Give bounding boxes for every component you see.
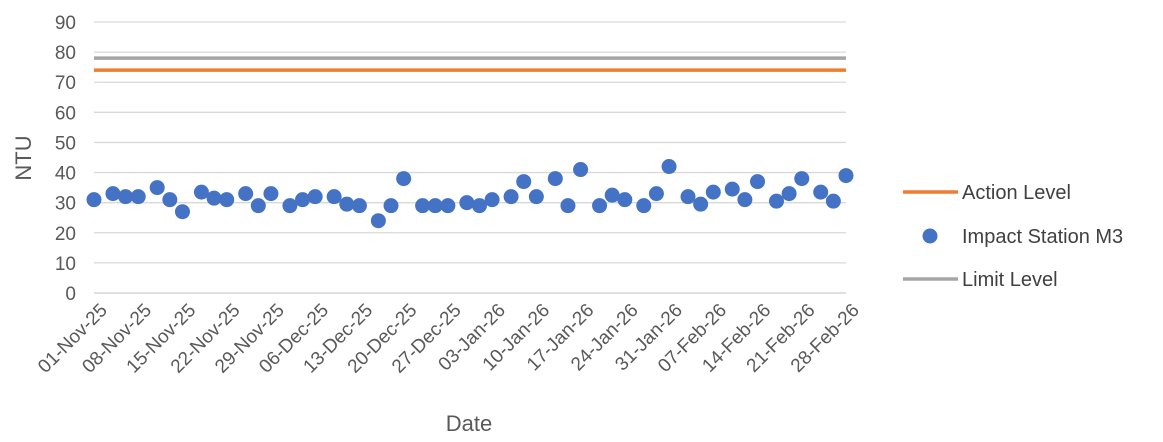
legend: Action Level Impact Station M3 Limit Lev…	[903, 182, 1123, 291]
data-point-impact-station-m3	[724, 181, 740, 197]
data-point-impact-station-m3	[768, 193, 784, 209]
y-tick-label: 20	[55, 224, 76, 245]
data-point-impact-station-m3	[282, 198, 298, 214]
x-axis-tick-labels: 01-Nov-2508-Nov-2515-Nov-2522-Nov-2529-N…	[34, 300, 864, 378]
data-point-impact-station-m3	[560, 198, 576, 214]
data-point-impact-station-m3	[750, 174, 766, 190]
data-point-impact-station-m3	[516, 174, 532, 190]
y-tick-label: 60	[55, 103, 76, 124]
y-tick-label: 80	[55, 43, 76, 64]
data-point-impact-station-m3	[503, 189, 519, 205]
data-point-impact-station-m3	[794, 171, 810, 187]
y-tick-label: 70	[55, 73, 76, 94]
data-point-impact-station-m3	[149, 180, 165, 196]
y-tick-label: 0	[65, 284, 76, 305]
data-point-impact-station-m3	[250, 198, 266, 214]
data-point-impact-station-m3	[206, 190, 222, 206]
data-point-impact-station-m3	[351, 198, 367, 214]
data-point-impact-station-m3	[383, 198, 399, 214]
data-point-impact-station-m3	[693, 196, 709, 212]
data-point-impact-station-m3	[415, 198, 431, 214]
legend-item-limit-level: Limit Level	[903, 269, 1058, 291]
data-point-impact-station-m3	[174, 204, 190, 220]
data-point-impact-station-m3	[592, 198, 608, 214]
data-point-impact-station-m3	[547, 171, 563, 187]
y-tick-label: 30	[55, 194, 76, 215]
legend-label-impact-station-m3: Impact Station M3	[962, 226, 1123, 248]
data-point-impact-station-m3	[528, 189, 544, 205]
data-point-impact-station-m3	[427, 198, 443, 214]
data-point-impact-station-m3	[484, 192, 500, 208]
data-point-impact-station-m3	[86, 192, 102, 208]
data-point-impact-station-m3	[471, 198, 487, 214]
y-tick-label: 90	[55, 13, 76, 34]
data-point-impact-station-m3	[705, 184, 721, 200]
data-point-impact-station-m3	[295, 192, 311, 208]
legend-swatch-impact-station-m3	[922, 228, 938, 244]
data-point-impact-station-m3	[573, 162, 589, 178]
data-point-impact-station-m3	[604, 187, 620, 203]
data-point-impact-station-m3	[396, 171, 412, 187]
data-point-impact-station-m3	[781, 186, 797, 202]
data-point-impact-station-m3	[326, 189, 342, 205]
data-point-impact-station-m3	[737, 192, 753, 208]
data-point-impact-station-m3	[813, 184, 829, 200]
data-point-impact-station-m3	[130, 189, 146, 205]
data-point-impact-station-m3	[193, 184, 209, 200]
y-tick-label: 40	[55, 164, 76, 185]
data-point-impact-station-m3	[307, 189, 323, 205]
data-point-impact-station-m3	[825, 193, 841, 209]
y-axis-title: NTU	[11, 135, 36, 180]
data-point-impact-station-m3	[680, 189, 696, 205]
data-point-impact-station-m3	[118, 189, 134, 205]
legend-label-limit-level: Limit Level	[962, 269, 1058, 291]
data-point-impact-station-m3	[162, 192, 178, 208]
data-point-impact-station-m3	[339, 196, 355, 212]
legend-item-impact-station-m3: Impact Station M3	[922, 226, 1123, 248]
data-point-impact-station-m3	[219, 192, 235, 208]
data-point-impact-station-m3	[105, 186, 121, 202]
data-point-impact-station-m3	[617, 192, 633, 208]
data-point-impact-station-m3	[661, 159, 677, 175]
data-point-impact-station-m3	[459, 195, 475, 211]
data-point-impact-station-m3	[838, 168, 854, 184]
y-tick-label: 10	[55, 254, 76, 275]
gridlines	[94, 21, 846, 294]
x-axis-title: Date	[446, 411, 492, 436]
plot-series	[86, 56, 854, 229]
data-point-impact-station-m3	[440, 198, 456, 214]
legend-label-action-level: Action Level	[962, 182, 1071, 204]
data-point-impact-station-m3	[636, 198, 652, 214]
y-axis-tick-labels: 0 10 20 30 40 50 60 70 80 90	[55, 13, 76, 305]
data-point-impact-station-m3	[370, 213, 386, 229]
data-point-impact-station-m3	[263, 186, 279, 202]
legend-item-action-level: Action Level	[903, 182, 1071, 204]
data-point-impact-station-m3	[648, 186, 664, 202]
data-point-impact-station-m3	[238, 186, 254, 202]
y-tick-label: 50	[55, 133, 76, 154]
